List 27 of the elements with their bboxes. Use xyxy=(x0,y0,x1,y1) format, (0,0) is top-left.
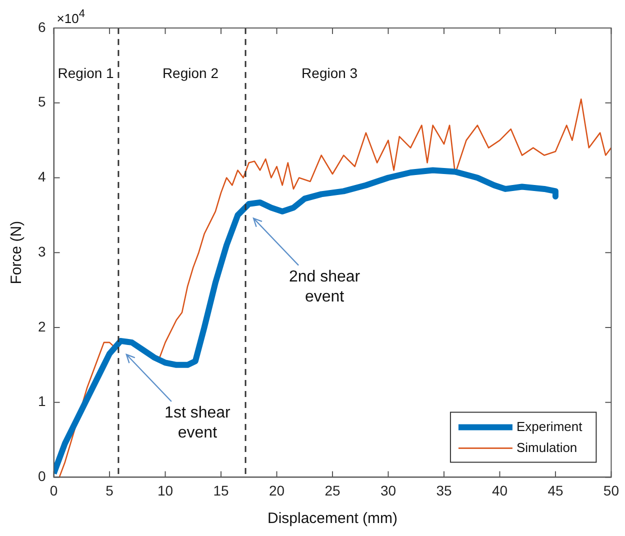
x-tick-label: 10 xyxy=(157,482,174,498)
y-tick-label: 4 xyxy=(38,168,46,185)
x-tick-label: 40 xyxy=(492,482,508,498)
y-tick-label: 0 xyxy=(38,468,46,484)
y-tick-label: 2 xyxy=(38,318,46,334)
y-tick-label: 6 xyxy=(38,18,46,35)
annotation: 2nd shear event xyxy=(288,268,361,306)
annotation: Region 1 xyxy=(58,65,114,81)
legend-label: Simulation xyxy=(516,440,578,455)
x-tick-label: 25 xyxy=(324,482,340,498)
x-tick-label: 0 xyxy=(50,482,58,498)
y-tick-label: 1 xyxy=(38,393,46,410)
x-tick-label: 35 xyxy=(436,482,452,498)
y-tick-label: 3 xyxy=(38,243,46,260)
legend-label: Experiment xyxy=(516,418,583,434)
y-axis-title: Force (N) xyxy=(8,220,26,284)
x-tick-label: 45 xyxy=(548,482,564,498)
annotation: Region 2 xyxy=(162,65,219,81)
y-tick-label: 5 xyxy=(38,94,46,110)
x-tick-label: 15 xyxy=(213,482,230,498)
annotation: 1st shear event xyxy=(164,404,232,442)
x-axis-title: Displacement (mm) xyxy=(267,510,398,528)
x-tick-label: 5 xyxy=(106,482,114,498)
x-tick-label: 50 xyxy=(603,482,620,498)
x-tick-label: 30 xyxy=(380,482,396,498)
x-tick-label: 20 xyxy=(268,482,285,498)
annotation: Region 3 xyxy=(302,65,358,81)
